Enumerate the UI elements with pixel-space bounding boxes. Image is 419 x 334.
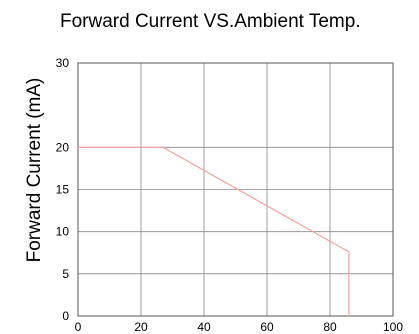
x-tick-label: 0 [75, 320, 82, 334]
y-tick-label: 20 [56, 140, 70, 154]
grid-lines [78, 63, 393, 316]
x-tick-label: 60 [260, 320, 274, 334]
x-tick-label: 100 [383, 320, 403, 334]
y-tick-label: 5 [62, 267, 69, 281]
x-tick-label: 40 [197, 320, 211, 334]
x-tick-label: 80 [323, 320, 337, 334]
x-tick-labels: 0 20 40 60 80 100 [75, 320, 404, 334]
y-axis-label: Forward Current (mA) [24, 78, 45, 263]
y-tick-label: 30 [56, 56, 70, 70]
x-tick-label: 20 [134, 320, 148, 334]
y-tick-label: 15 [56, 183, 70, 197]
series-line [78, 146, 350, 316]
chart-title: Forward Current VS.Ambient Temp. [60, 11, 361, 32]
series-group [78, 146, 350, 316]
plot-frame [77, 62, 394, 317]
y-tick-label: 0 [62, 309, 69, 323]
y-tick-label: 10 [56, 225, 70, 239]
y-tick-labels: 0 5 10 15 20 30 [56, 56, 70, 323]
